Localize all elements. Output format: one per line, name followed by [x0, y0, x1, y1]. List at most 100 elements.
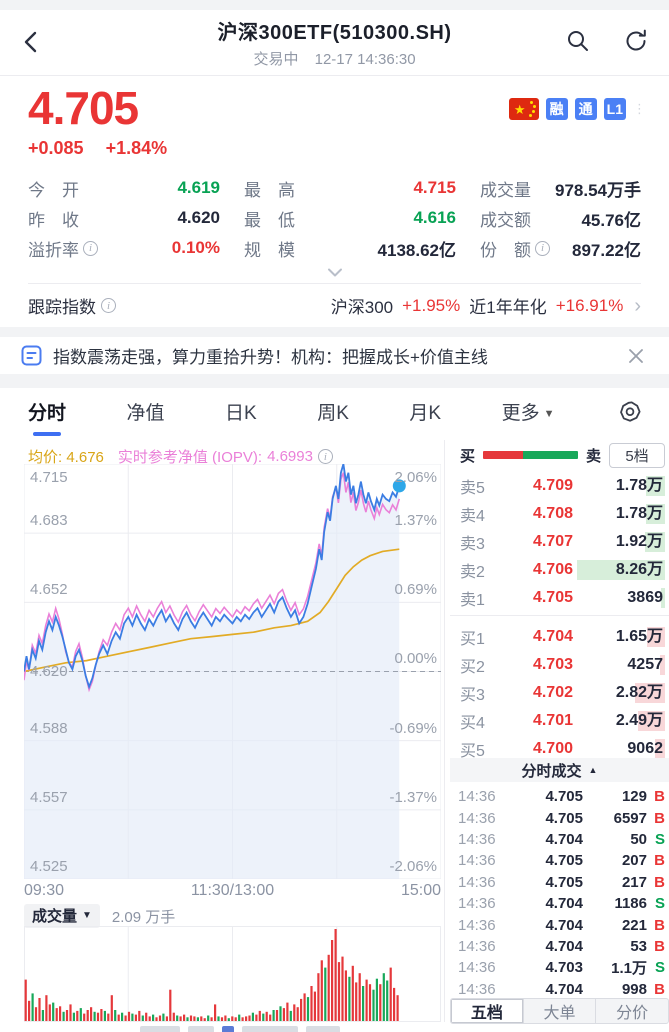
level-qty: 4257: [627, 655, 665, 675]
buy-label: 买: [460, 447, 476, 465]
stat-value: 4.715: [413, 178, 456, 197]
back-button[interactable]: [14, 24, 50, 60]
volume-value: 2.09 万手: [111, 908, 176, 926]
info-icon[interactable]: i: [535, 240, 550, 256]
stat-label: 今 开: [28, 180, 79, 200]
avg-price-legend: 均价: 4.676: [28, 449, 104, 466]
depth-tab-五档[interactable]: 五档: [451, 999, 524, 1023]
stat-cell: 最 低 4.616: [244, 203, 456, 233]
ask-row[interactable]: 卖1 4.705 3869: [450, 584, 669, 612]
trade-row: 14:36 4.704 53 B: [450, 936, 669, 957]
tag-badge: 通: [574, 98, 597, 120]
tracking-index-row: 跟踪指数 i 沪深300 +1.95% 近1年年化 +16.91% ›: [28, 283, 641, 327]
order-book: 买 卖 5档 卖5 4.709 1.78万 卖4 4.708 1.78万 卖3 4.…: [450, 442, 669, 763]
info-icon[interactable]: i: [83, 240, 98, 256]
trade-price: 4.704: [545, 916, 583, 934]
info-icon[interactable]: i: [101, 298, 116, 313]
trade-row: 14:36 4.704 50 S: [450, 829, 669, 850]
trade-time: 14:36: [458, 980, 496, 998]
tab-日K[interactable]: 日K: [225, 402, 257, 424]
level-qty: 1.78万: [615, 476, 665, 496]
tab-分时[interactable]: 分时: [28, 398, 66, 436]
market-status-line: 交易中 12-17 14:36:30: [0, 48, 669, 69]
stat-cell: 成交量 978.54万手: [480, 173, 641, 203]
cn-flag-badge: ★: [508, 98, 539, 120]
bid-row[interactable]: 买1 4.704 1.65万: [450, 623, 669, 651]
refresh-button[interactable]: [619, 24, 653, 58]
trade-qty: 129: [621, 788, 647, 806]
ask-row[interactable]: 卖3 4.707 1.92万: [450, 528, 669, 556]
level-label: 卖4: [460, 508, 485, 525]
info-icon[interactable]: i: [317, 449, 333, 464]
x-axis-label: 09:30: [24, 882, 65, 899]
stat-cell: 成交额 45.76亿: [480, 203, 641, 233]
depth-tab-分价[interactable]: 分价: [616, 1005, 649, 1022]
trade-row: 14:36 4.703 1.1万 S: [450, 957, 669, 978]
buy-sell-ratio-bar: [483, 451, 578, 459]
bid-row[interactable]: 买2 4.703 4257: [450, 651, 669, 679]
expand-stats-button[interactable]: [28, 263, 641, 281]
annualized-label: 近1年年化: [469, 298, 547, 317]
level-qty: 9062: [627, 739, 665, 759]
annualized-value: +16.91%: [555, 295, 624, 315]
level-price: 4.705: [532, 589, 573, 606]
ask-row[interactable]: 卖4 4.708 1.78万: [450, 500, 669, 528]
volume-selector[interactable]: 成交量 ▼: [24, 904, 100, 928]
stat-value: 897.22亿: [572, 240, 641, 260]
trading-status: 交易中: [253, 51, 299, 68]
chart-tabs: 分时 净值 日K 周K 月K 更多 ▼: [0, 388, 669, 436]
trade-price: 4.704: [545, 830, 583, 848]
trade-time: 14:36: [458, 895, 496, 913]
trade-price: 4.703: [545, 959, 583, 977]
depth-level-button[interactable]: 5档: [609, 442, 665, 468]
trade-row: 14:36 4.705 129 B: [450, 786, 669, 807]
stat-cell: 规 模 4138.62亿: [244, 233, 456, 263]
depth-mode-tabs: 五档 大单 分价: [450, 998, 669, 1024]
trade-price: 4.704: [545, 980, 583, 998]
bid-row[interactable]: 买3 4.702 2.82万: [450, 679, 669, 707]
intraday-chart[interactable]: 4.715 4.683 4.652 4.620 4.588 4.557 4.525 2.06%…: [24, 464, 441, 879]
volume-chart[interactable]: [24, 926, 441, 1022]
tab-净值[interactable]: 净值: [126, 402, 165, 424]
tab-更多[interactable]: 更多 ▼: [501, 402, 555, 424]
chevron-down-icon: [327, 268, 342, 276]
chart-panel: 分时 净值 日K 周K 月K 更多 ▼ 均价: 4.676 实时参考净值 (IOPV): 4.…: [0, 388, 669, 1032]
search-button[interactable]: [561, 24, 595, 58]
tracking-values[interactable]: 沪深300 +1.95% 近1年年化 +16.91% ›: [331, 293, 641, 318]
tag-badge: L1: [603, 98, 626, 120]
news-banner[interactable]: 指数震荡走强，算力重拾升势！机构：把握成长+价值主线: [0, 337, 669, 374]
level-qty: 3869: [627, 588, 665, 608]
level-label: 卖2: [460, 564, 485, 581]
news-icon: [21, 345, 42, 366]
trades-header[interactable]: 分时成交 ▲: [450, 758, 669, 782]
ask-row[interactable]: 卖2 4.706 8.26万: [450, 556, 669, 584]
trade-qty: 221: [621, 916, 647, 934]
badge-row: ★ 融通 L1 ⋮: [508, 98, 647, 120]
more-badges-icon[interactable]: ⋮: [633, 101, 647, 116]
bid-row[interactable]: 买5 4.700 9062: [450, 735, 669, 763]
trade-row: 14:36 4.705 6597 B: [450, 807, 669, 828]
quote-datetime: 12-17 14:36:30: [314, 51, 416, 68]
stat-cell: 昨 收 4.620: [28, 203, 220, 233]
bid-rows: 买1 4.704 1.65万 买2 4.703 4257 买3 4.702 2.82…: [450, 619, 669, 763]
chevron-right-icon: ›: [634, 294, 641, 317]
level-price: 4.708: [532, 505, 573, 522]
news-close-button[interactable]: [623, 343, 649, 369]
trade-side: B: [654, 980, 665, 998]
tracking-label-group: 跟踪指数 i: [28, 293, 116, 318]
trade-time: 14:36: [458, 830, 496, 848]
level-price: 4.701: [532, 712, 573, 729]
tab-月K[interactable]: 月K: [409, 402, 442, 424]
news-headline[interactable]: 指数震荡走强，算力重拾升势！机构：把握成长+价值主线: [53, 348, 488, 367]
stat-value: 0.10%: [171, 238, 220, 257]
ask-row[interactable]: 卖5 4.709 1.78万: [450, 472, 669, 500]
level-label: 买2: [460, 659, 485, 676]
chart-settings-button[interactable]: [615, 397, 645, 427]
change-row: +0.085 +1.84%: [28, 138, 641, 159]
stats-grid: 今 开 4.619 最 高 4.715 成交量 978.54万手昨 收 4.620 最 低 4.…: [28, 173, 641, 263]
tab-周K[interactable]: 周K: [317, 402, 349, 424]
depth-tab-大单[interactable]: 大单: [524, 999, 597, 1023]
trade-time: 14:36: [458, 959, 496, 977]
bid-row[interactable]: 买4 4.701 2.49万: [450, 707, 669, 735]
